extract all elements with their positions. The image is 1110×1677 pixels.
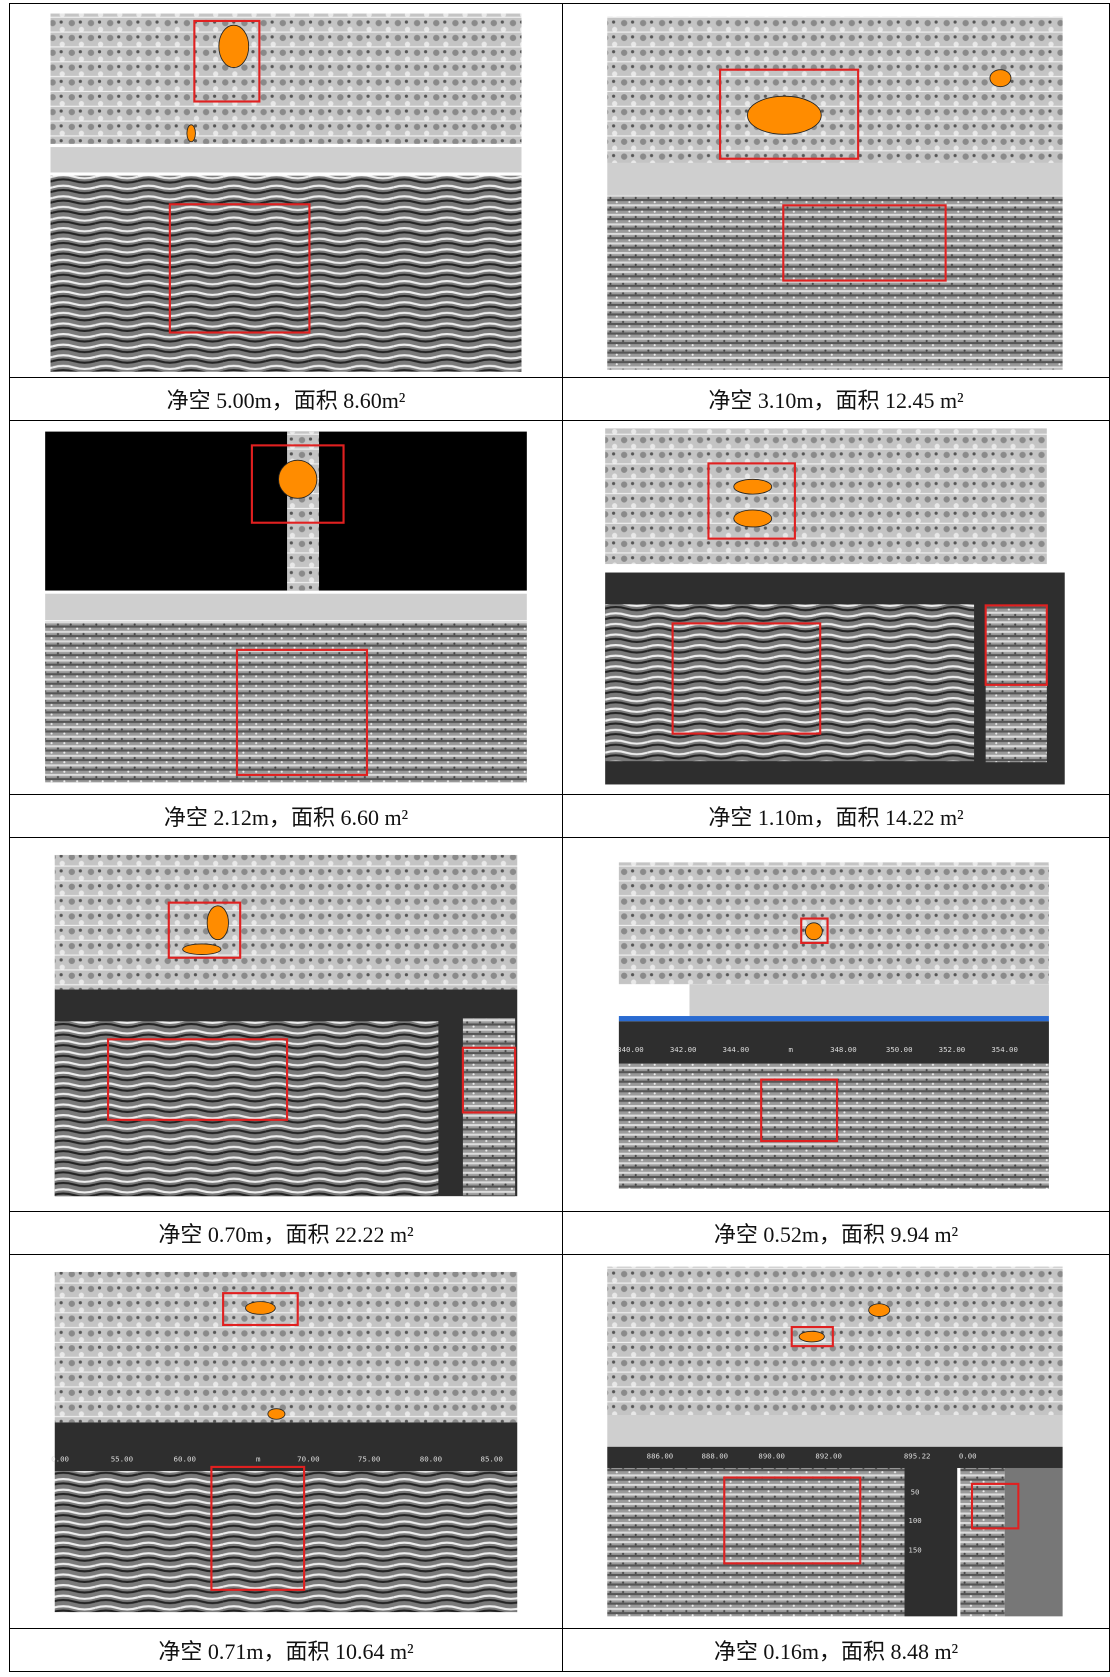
image-panel [55, 1272, 517, 1422]
axis-label: 150 [908, 1546, 921, 1555]
axis-label: 348.00 [830, 1045, 857, 1054]
axis-label: 890.00 [758, 1451, 785, 1460]
radar-image: 886.00 888.00 890.00 892.00 895.22 0.00 50 100 1… [563, 1255, 1109, 1628]
image-panel [45, 621, 527, 782]
image-row [10, 4, 1110, 378]
caption: 净空 0.52m，面积 9.94 m² [563, 1212, 1110, 1255]
axis-label: 0.00 [51, 1455, 69, 1464]
figure-cell [10, 4, 563, 378]
caption: 净空 0.16m，面积 8.48 m² [563, 1629, 1110, 1672]
image-panel [50, 147, 521, 172]
image-panel [55, 1422, 517, 1471]
radar-image [563, 4, 1109, 377]
anomaly [734, 479, 772, 494]
axis-label: 75.00 [358, 1455, 380, 1464]
axis-label: 888.00 [701, 1451, 728, 1460]
image-panel [607, 17, 1062, 163]
axis-label: 892.00 [815, 1451, 842, 1460]
anomaly [734, 510, 772, 527]
anomaly [990, 70, 1011, 87]
anomaly [246, 1302, 276, 1315]
axis-label: 0.00 [959, 1451, 977, 1460]
image-panel [986, 605, 1047, 762]
image-panel [607, 1267, 1062, 1415]
image-panel [55, 1021, 439, 1196]
caption: 净空 0.70m，面积 22.22 m² [10, 1212, 563, 1255]
caption: 净空 5.00m，面积 8.60m² [10, 378, 563, 421]
figure-cell: 886.00 888.00 890.00 892.00 895.22 0.00 50 100 1… [563, 1255, 1110, 1629]
image-panel [689, 984, 1048, 1016]
anomaly [799, 1331, 824, 1342]
anomaly [869, 1304, 890, 1317]
axis-label: 100 [908, 1516, 921, 1525]
image-panel [619, 1016, 1049, 1021]
image-panel [55, 855, 517, 990]
image-panel [607, 1415, 1062, 1447]
anomaly [747, 96, 821, 134]
axis-label: 60.00 [174, 1455, 196, 1464]
image-row: 0.00 55.00 60.00 m 70.00 75.00 80.00 85.00 886.0… [10, 1255, 1110, 1629]
axis-label: 85.00 [480, 1455, 502, 1464]
image-panel [619, 1064, 1049, 1189]
caption: 净空 1.10m，面积 14.22 m² [563, 795, 1110, 838]
axis-label: m [788, 1045, 793, 1054]
image-panel [45, 432, 527, 591]
caption: 净空 0.71m，面积 10.64 m² [10, 1629, 563, 1672]
image-panel [619, 862, 1049, 984]
axis-label: 886.00 [647, 1451, 674, 1460]
figure-cell [10, 838, 563, 1212]
caption: 净空 2.12m，面积 6.60 m² [10, 795, 563, 838]
image-panel [287, 432, 319, 591]
image-panel [605, 604, 974, 761]
image-panel [619, 1021, 1049, 1063]
image-panel [45, 594, 527, 620]
figure-cell [563, 4, 1110, 378]
axis-label: 340.00 [617, 1045, 644, 1054]
anomaly [268, 1409, 285, 1420]
radar-image [10, 4, 562, 377]
image-row: 340.00 342.00 344.00 m 348.00 350.00 352.00 354… [10, 838, 1110, 1212]
axis-label: 354.00 [991, 1045, 1018, 1054]
axis-label: 352.00 [939, 1045, 966, 1054]
axis-label: m [256, 1455, 261, 1464]
image-panel [1005, 1468, 1063, 1616]
axis-label: 50 [911, 1487, 920, 1496]
radar-image [563, 421, 1109, 794]
anomaly [207, 906, 228, 940]
anomaly [183, 944, 221, 955]
image-panel [50, 14, 521, 144]
anomaly [279, 460, 317, 498]
figure-cell: 0.00 55.00 60.00 m 70.00 75.00 80.00 85.00 [10, 1255, 563, 1629]
image-panel [960, 1468, 1004, 1616]
image-panel [605, 428, 1047, 564]
axis-label: 344.00 [723, 1045, 750, 1054]
axis-label: 70.00 [297, 1455, 319, 1464]
axis-label: 80.00 [420, 1455, 442, 1464]
figure-cell: 340.00 342.00 344.00 m 348.00 350.00 352.00 354… [563, 838, 1110, 1212]
image-panel [607, 195, 1062, 370]
axis-label: 342.00 [670, 1045, 697, 1054]
image-row [10, 421, 1110, 795]
axis-label: 350.00 [886, 1045, 913, 1054]
radar-image [10, 421, 562, 794]
axis-label: 895.22 [904, 1451, 931, 1460]
caption: 净空 3.10m，面积 12.45 m² [563, 378, 1110, 421]
image-panel [607, 163, 1062, 195]
image-panel [55, 1471, 517, 1612]
image-panel [463, 1018, 515, 1196]
axis-label: 55.00 [111, 1455, 133, 1464]
radar-image: 0.00 55.00 60.00 m 70.00 75.00 80.00 85.00 [10, 1255, 562, 1628]
anomaly [805, 923, 822, 940]
anomaly [219, 25, 249, 67]
figure-cell [10, 421, 563, 795]
radar-image: 340.00 342.00 344.00 m 348.00 350.00 352.00 354… [563, 838, 1109, 1211]
radar-image [10, 838, 562, 1211]
anomaly [187, 125, 196, 142]
figure-cell [563, 421, 1110, 795]
